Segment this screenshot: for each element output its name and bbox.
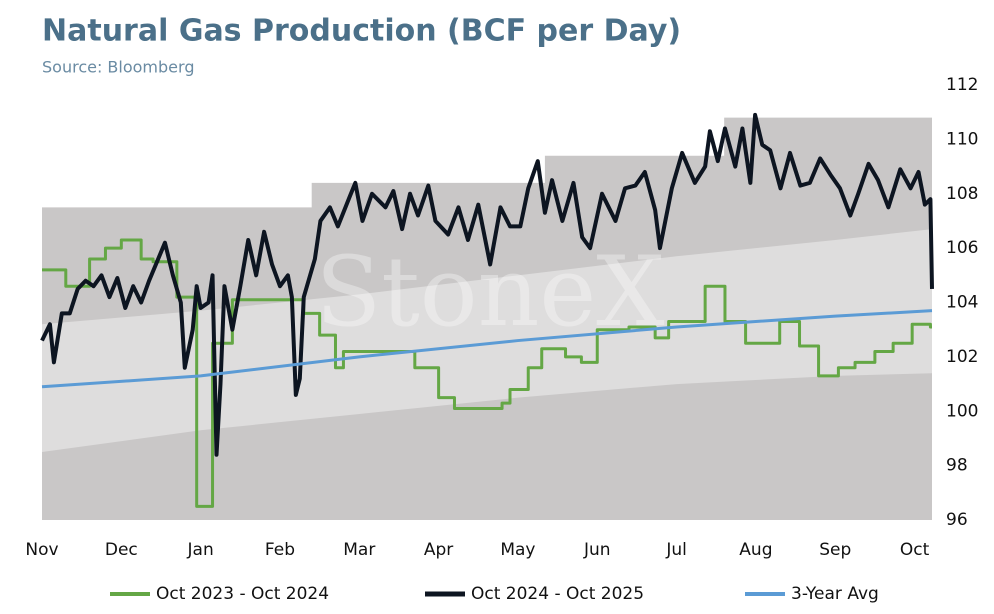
y-tick-label: 100	[946, 401, 978, 421]
x-tick-label: Mar	[343, 540, 375, 560]
legend-label: 3-Year Avg	[791, 584, 879, 604]
x-tick-label: Dec	[105, 540, 138, 560]
x-tick-label: Oct	[900, 540, 930, 560]
legend-item: Oct 2024 - Oct 2025	[425, 584, 644, 604]
legend-item: 3-Year Avg	[745, 584, 879, 604]
y-tick-label: 96	[946, 510, 968, 530]
y-tick-label: 112	[946, 75, 978, 95]
y-tick-label: 110	[946, 129, 978, 149]
x-tick-label: Jan	[187, 540, 214, 560]
x-tick-label: Sep	[819, 540, 851, 560]
y-tick-label: 98	[946, 456, 968, 476]
x-tick-label: Feb	[265, 540, 295, 560]
chart-subtitle: Source: Bloomberg	[42, 58, 194, 77]
legend-label: Oct 2024 - Oct 2025	[471, 584, 644, 604]
series-line	[41, 309, 933, 389]
x-tick-label: May	[500, 540, 535, 560]
x-tick-label: Apr	[424, 540, 453, 560]
y-tick-label: 102	[946, 347, 978, 367]
series-line	[40, 112, 934, 457]
legend-item: Oct 2023 - Oct 2024	[110, 584, 329, 604]
x-tick-label: Nov	[25, 540, 58, 560]
x-tick-label: Jun	[583, 540, 611, 560]
x-tick-label: Aug	[739, 540, 772, 560]
legend-label: Oct 2023 - Oct 2024	[156, 584, 329, 604]
y-tick-label: 108	[946, 184, 978, 204]
y-tick-label: 104	[946, 293, 978, 313]
y-tick-label: 106	[946, 238, 978, 258]
chart-title: Natural Gas Production (BCF per Day)	[42, 14, 681, 49]
x-tick-label: Jul	[665, 540, 687, 560]
series-line	[42, 238, 932, 508]
